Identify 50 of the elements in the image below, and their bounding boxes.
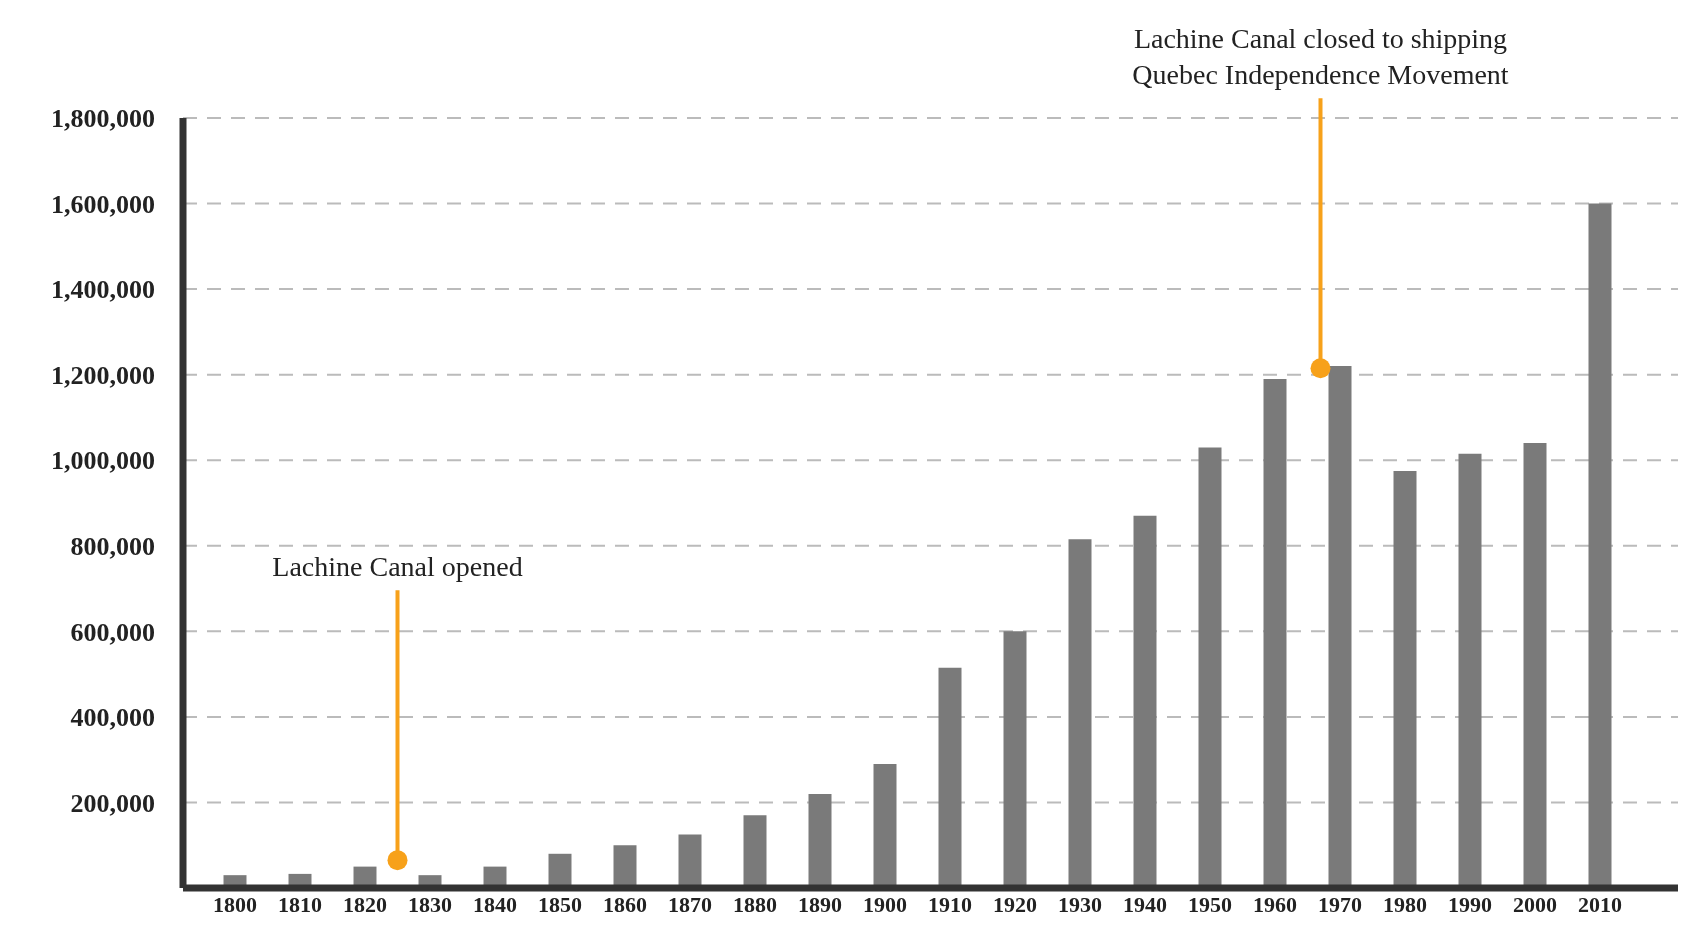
x-tick-label: 1870 <box>668 891 712 917</box>
x-tick-label: 1900 <box>863 891 907 917</box>
bar <box>1003 631 1027 888</box>
x-tick-label: 1990 <box>1448 891 1492 917</box>
bar <box>808 793 832 888</box>
x-tick-label: 1920 <box>993 891 1037 917</box>
x-tick-label: 1810 <box>278 891 322 917</box>
x-tick-label: 1890 <box>798 891 842 917</box>
bar <box>1328 366 1352 888</box>
bar <box>1458 453 1482 888</box>
bar <box>1068 539 1092 888</box>
y-tick-label: 400,000 <box>70 703 155 733</box>
y-tick-label: 600,000 <box>70 617 155 647</box>
x-tick-label: 1970 <box>1318 891 1362 917</box>
bar <box>743 815 767 888</box>
y-tick-label: 1,200,000 <box>51 360 155 390</box>
y-tick-label: 800,000 <box>70 532 155 562</box>
bar <box>1523 443 1547 888</box>
x-tick-label: 1930 <box>1058 891 1102 917</box>
bar <box>1393 470 1417 888</box>
x-tick-label: 2000 <box>1513 891 1557 917</box>
x-tick-label: 1950 <box>1188 891 1232 917</box>
bar <box>1263 378 1287 888</box>
bar <box>1198 447 1222 888</box>
bar <box>1133 515 1157 888</box>
y-tick-label: 1,400,000 <box>51 275 155 305</box>
x-tick-label: 1960 <box>1253 891 1297 917</box>
bar <box>678 834 702 888</box>
x-tick-label: 1980 <box>1383 891 1427 917</box>
x-tick-label: 1940 <box>1123 891 1167 917</box>
x-tick-label: 1880 <box>733 891 777 917</box>
bar <box>938 667 962 888</box>
bar <box>1588 203 1612 888</box>
y-tick-label: 1,600,000 <box>51 189 155 219</box>
x-tick-label: 1840 <box>473 891 517 917</box>
y-tick-label: 1,800,000 <box>51 104 155 134</box>
y-tick-label: 1,000,000 <box>51 446 155 476</box>
y-tick-label: 200,000 <box>70 788 155 818</box>
x-tick-label: 1910 <box>928 891 972 917</box>
x-tick-label: 1820 <box>343 891 387 917</box>
x-tick-label: 1850 <box>538 891 582 917</box>
annotation: Lachine Canal opened <box>272 551 523 583</box>
x-tick-label: 1800 <box>213 891 257 917</box>
x-tick-label: 1860 <box>603 891 647 917</box>
x-tick-label: 1830 <box>408 891 452 917</box>
bar <box>873 763 897 888</box>
annotation: Lachine Canal closed to shipping Quebec Independence Movement <box>1132 23 1509 91</box>
bar <box>613 845 637 888</box>
x-tick-label: 2010 <box>1578 891 1622 917</box>
bar <box>548 853 572 888</box>
